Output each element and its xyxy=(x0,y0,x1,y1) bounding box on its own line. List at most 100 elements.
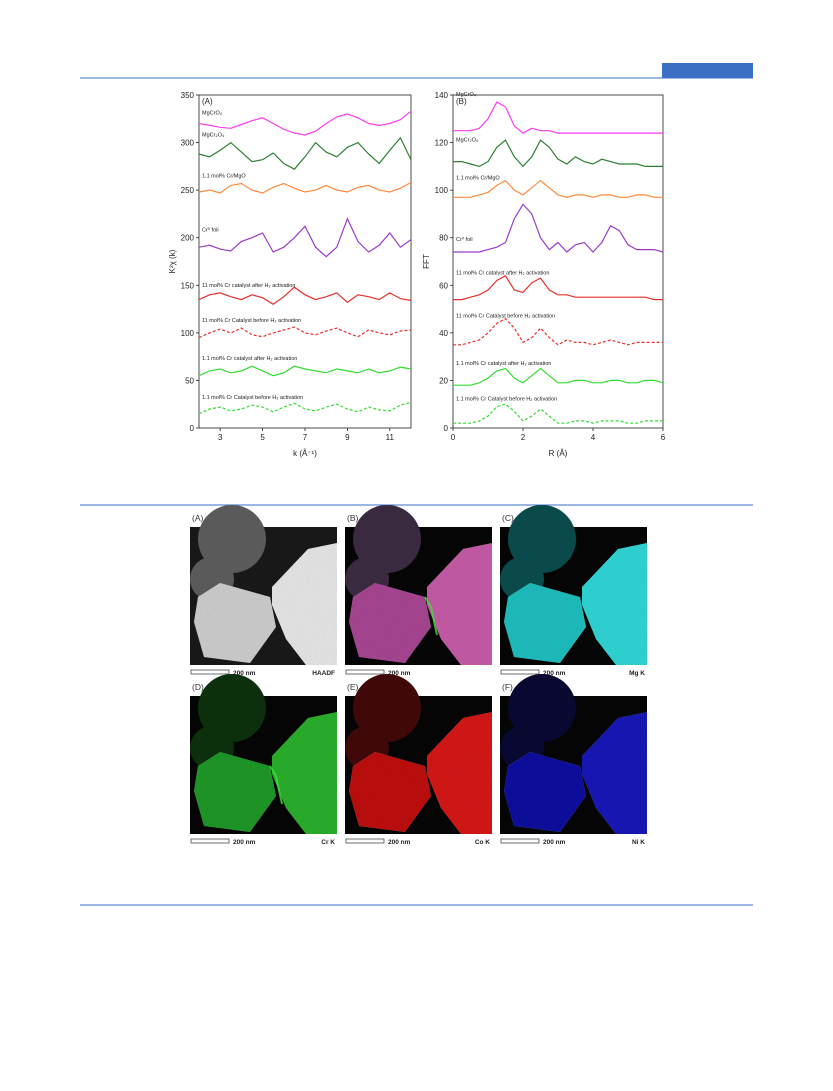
scale-label: 200 nm xyxy=(543,839,566,846)
data-line xyxy=(198,136,412,170)
scale-label: 200 nm xyxy=(388,839,411,846)
data-line xyxy=(198,365,412,377)
y-tick-label: 350 xyxy=(181,91,195,100)
scale-label: 200 nm xyxy=(543,670,566,677)
scale-bar xyxy=(190,838,230,844)
particle xyxy=(272,712,337,834)
signal-label: Ni K xyxy=(632,839,645,846)
scale-label: 200 nm xyxy=(388,670,411,677)
scale-bar xyxy=(345,669,385,675)
data-line xyxy=(198,110,412,136)
y-tick-label: 100 xyxy=(435,186,449,195)
micrograph xyxy=(190,505,337,665)
x-tick-label: 6 xyxy=(661,433,666,442)
series-label: 1.1 mol% Cr/MgO xyxy=(456,175,500,181)
particle xyxy=(504,752,586,832)
x-tick-label: 5 xyxy=(260,433,265,442)
y-tick-label: 100 xyxy=(181,329,195,338)
series-label: 11 mol% Cr catalyst after H₂ activation xyxy=(456,271,549,277)
panel-label: (B) xyxy=(456,97,467,106)
y-tick-label: 200 xyxy=(181,234,195,243)
x-axis-label: R (Å) xyxy=(549,449,568,458)
panel-label: (D) xyxy=(192,682,204,692)
y-tick-label: 80 xyxy=(439,234,448,243)
y-tick-label: 0 xyxy=(444,424,449,433)
data-line xyxy=(198,217,412,258)
data-line xyxy=(453,367,664,386)
series-label: Cr⁰ foil xyxy=(202,227,219,234)
series-label: 11 mol% Cr catalyst after H₂ activation xyxy=(202,283,295,289)
micrograph xyxy=(500,674,647,834)
data-line xyxy=(198,286,412,306)
y-axis-label: K²χ (k) xyxy=(168,249,177,273)
x-tick-label: 0 xyxy=(451,433,456,442)
series-label: Cr⁰ foil xyxy=(456,236,473,243)
y-tick-label: 120 xyxy=(435,139,449,148)
y-tick-label: 60 xyxy=(439,281,448,290)
data-line xyxy=(453,179,663,198)
particle xyxy=(194,583,276,663)
series-label: 1.1 mol% Cr Catalyst before H₂ activatio… xyxy=(456,397,557,403)
data-line xyxy=(453,203,664,253)
x-tick-label: 3 xyxy=(218,433,223,442)
interface xyxy=(269,765,283,805)
particle xyxy=(194,752,276,832)
series-label: 11 mol% Cr Catalyst before H₂ activation xyxy=(456,313,555,319)
particle xyxy=(198,674,266,742)
series-label: 1.1 mol% Cr catalyst after H₂ activation xyxy=(202,356,297,362)
data-line xyxy=(198,326,412,339)
y-tick-label: 250 xyxy=(181,186,195,195)
scale-label: 200 nm xyxy=(233,839,256,846)
plot-frame xyxy=(452,94,664,429)
series-label: MgCrO₄ xyxy=(456,92,477,98)
micrograph xyxy=(345,505,492,665)
series-label: MgCr₂O₄ xyxy=(456,137,479,143)
y-tick-label: 50 xyxy=(185,376,194,385)
particle xyxy=(353,505,421,573)
x-tick-label: 11 xyxy=(386,433,395,442)
x-axis-label: k (Å⁻¹) xyxy=(293,449,317,458)
series-label: MgCrO₄ xyxy=(202,111,223,117)
particle xyxy=(582,543,647,665)
particle xyxy=(582,712,647,834)
interface xyxy=(424,596,438,636)
series-label: 1.1 mol% Cr/MgO xyxy=(202,173,246,179)
micrograph xyxy=(500,505,647,665)
scale-bar xyxy=(500,669,540,675)
data-line xyxy=(453,101,663,134)
x-tick-label: 9 xyxy=(345,433,350,442)
y-axis-label: FFT xyxy=(422,254,431,269)
plot-frame xyxy=(198,94,412,429)
x-tick-label: 7 xyxy=(303,433,308,442)
scale-bar xyxy=(190,669,230,675)
data-line xyxy=(453,275,663,301)
y-tick-label: 140 xyxy=(435,91,449,100)
particle xyxy=(504,583,586,663)
particle xyxy=(508,505,576,573)
signal-label: HAADF xyxy=(312,670,335,677)
particle xyxy=(198,505,266,573)
signal-label: Mg K xyxy=(629,670,645,677)
particle xyxy=(427,543,492,665)
particle xyxy=(427,712,492,834)
series-label: 11 mol% Cr Catalyst before H₂ activation xyxy=(202,318,301,324)
particle xyxy=(349,752,431,832)
particle xyxy=(272,543,337,665)
signal-label: Co K xyxy=(475,839,490,846)
series-label: MgCr₂O₄ xyxy=(202,133,225,139)
data-line xyxy=(453,403,663,424)
panel-label: (E) xyxy=(347,682,359,692)
data-line xyxy=(198,181,412,194)
panel-label: (A) xyxy=(202,97,213,106)
signal-label: Cr K xyxy=(321,839,335,846)
y-tick-label: 300 xyxy=(181,139,195,148)
data-line xyxy=(453,139,663,168)
y-tick-label: 40 xyxy=(439,329,448,338)
x-tick-label: 2 xyxy=(521,433,526,442)
series-label: 1.1 mol% Cr catalyst after H₂ activation xyxy=(456,361,551,367)
micrograph xyxy=(190,674,337,834)
scale-bar xyxy=(345,838,385,844)
data-line xyxy=(198,401,412,415)
